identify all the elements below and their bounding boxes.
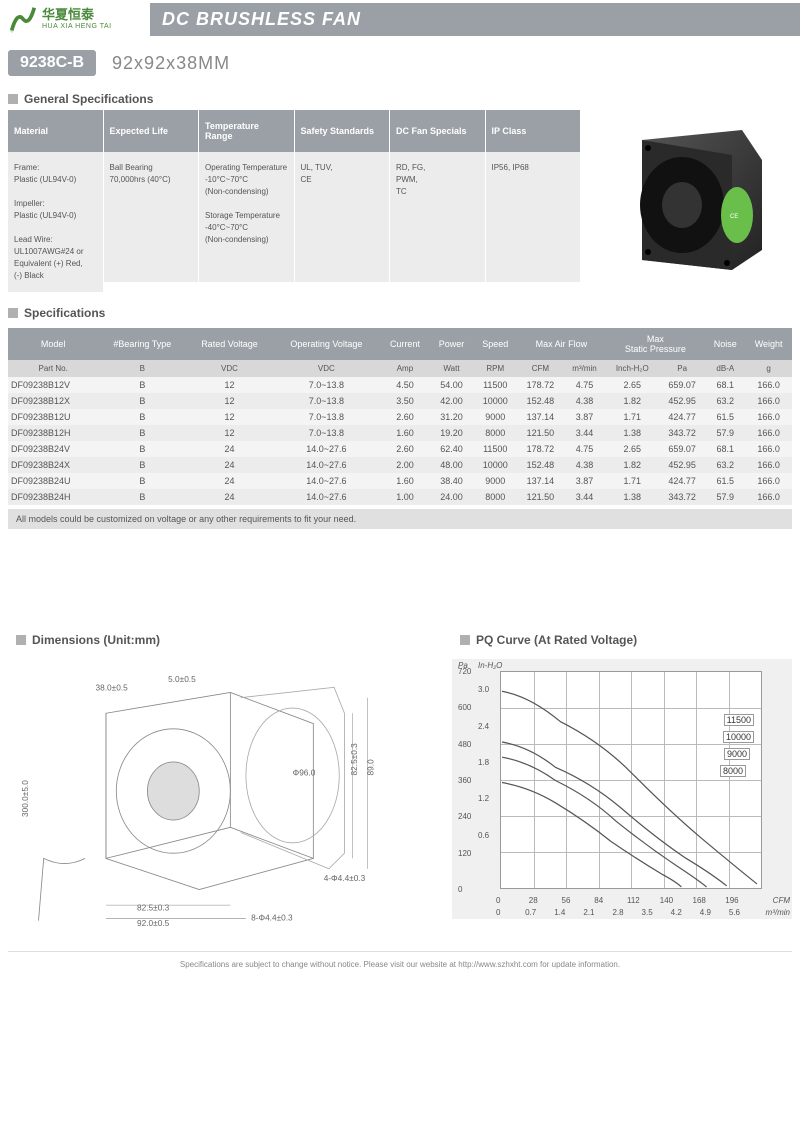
gen-col-head: Temperature Range bbox=[199, 110, 294, 152]
model-badge: 9238C-B bbox=[8, 50, 96, 76]
gen-col-body: Ball Bearing 70,000hrs (40°C) bbox=[104, 152, 199, 282]
gen-col-head: IP Class bbox=[486, 110, 581, 152]
gen-col-body: RD, FG, PWM, TC bbox=[390, 152, 485, 282]
table-row: DF09238B12XB127.0~13.83.5042.0010000152.… bbox=[8, 393, 792, 409]
gen-col-head: Expected Life bbox=[104, 110, 199, 152]
model-dimension: 92x92x38MM bbox=[112, 53, 230, 74]
svg-text:82.5±0.3: 82.5±0.3 bbox=[137, 902, 170, 912]
svg-text:4-Φ4.4±0.3: 4-Φ4.4±0.3 bbox=[324, 873, 366, 883]
gen-col-head: DC Fan Specials bbox=[390, 110, 485, 152]
svg-text:8-Φ4.4±0.3: 8-Φ4.4±0.3 bbox=[251, 913, 293, 923]
model-row: 9238C-B 92x92x38MM bbox=[0, 38, 800, 88]
spec-note: All models could be customized on voltag… bbox=[8, 509, 792, 529]
table-row: DF09238B24HB2414.0~27.61.0024.008000121.… bbox=[8, 489, 792, 505]
svg-text:300.0±5.0: 300.0±5.0 bbox=[20, 780, 30, 817]
gen-col-body: IP56, IP68 bbox=[486, 152, 581, 282]
section-spec: Specifications bbox=[0, 302, 800, 324]
brand-cn: 华夏恒泰 bbox=[42, 8, 112, 22]
table-row: DF09238B12HB127.0~13.81.6019.208000121.5… bbox=[8, 425, 792, 441]
product-image: CE bbox=[592, 110, 792, 290]
curve-label: 8000 bbox=[720, 765, 746, 777]
table-row: DF09238B24VB2414.0~27.62.6062.4011500178… bbox=[8, 441, 792, 457]
pq-chart: 11500 10000 9000 8000 Pa7206004803602401… bbox=[452, 659, 792, 919]
page-header: ® 华夏恒泰 HUA XIA HENG TAI DC BRUSHLESS FAN bbox=[0, 0, 800, 38]
brand-logo: ® 华夏恒泰 HUA XIA HENG TAI bbox=[0, 0, 150, 38]
svg-text:CE: CE bbox=[730, 214, 738, 220]
dimension-drawing: 38.0±0.5 5.0±0.5 300.0±5.0 82.5±0.3 92.0… bbox=[8, 651, 432, 931]
svg-text:92.0±0.5: 92.0±0.5 bbox=[137, 918, 170, 928]
spec-table: Model#Bearing TypeRated VoltageOperating… bbox=[8, 328, 792, 505]
table-row: DF09238B12VB127.0~13.84.5054.0011500178.… bbox=[8, 377, 792, 393]
table-row: DF09238B24XB2414.0~27.62.0048.0010000152… bbox=[8, 457, 792, 473]
gen-col-head: Material bbox=[8, 110, 103, 152]
brand-en: HUA XIA HENG TAI bbox=[42, 23, 112, 30]
section-dimensions: Dimensions (Unit:mm) bbox=[8, 629, 432, 651]
table-row: DF09238B12UB127.0~13.82.6031.209000137.1… bbox=[8, 409, 792, 425]
table-row: DF09238B24UB2414.0~27.61.6038.409000137.… bbox=[8, 473, 792, 489]
svg-text:38.0±0.5: 38.0±0.5 bbox=[96, 682, 129, 692]
svg-text:Φ96.0: Φ96.0 bbox=[293, 767, 316, 777]
svg-text:89.0: 89.0 bbox=[365, 759, 375, 776]
gen-col-body: Operating Temperature -10°C~70°C (Non-co… bbox=[199, 152, 294, 282]
section-general: General Specifications bbox=[0, 88, 800, 110]
svg-text:82.5±0.3: 82.5±0.3 bbox=[349, 743, 359, 776]
general-spec-table: MaterialFrame: Plastic (UL94V-0) Impelle… bbox=[8, 110, 580, 292]
svg-text:5.0±0.5: 5.0±0.5 bbox=[168, 674, 196, 684]
logo-icon: ® bbox=[8, 4, 38, 34]
gen-col-body: Frame: Plastic (UL94V-0) Impeller: Plast… bbox=[8, 152, 103, 292]
curve-label: 9000 bbox=[724, 748, 750, 760]
page-title: DC BRUSHLESS FAN bbox=[150, 3, 800, 36]
section-pq: PQ Curve (At Rated Voltage) bbox=[452, 629, 792, 651]
curve-label: 10000 bbox=[723, 731, 754, 743]
gen-col-head: Safety Standards bbox=[295, 110, 390, 152]
footer-note: Specifications are subject to change wit… bbox=[8, 951, 792, 977]
gen-col-body: UL, TUV, CE bbox=[295, 152, 390, 282]
curve-label: 11500 bbox=[724, 714, 754, 726]
